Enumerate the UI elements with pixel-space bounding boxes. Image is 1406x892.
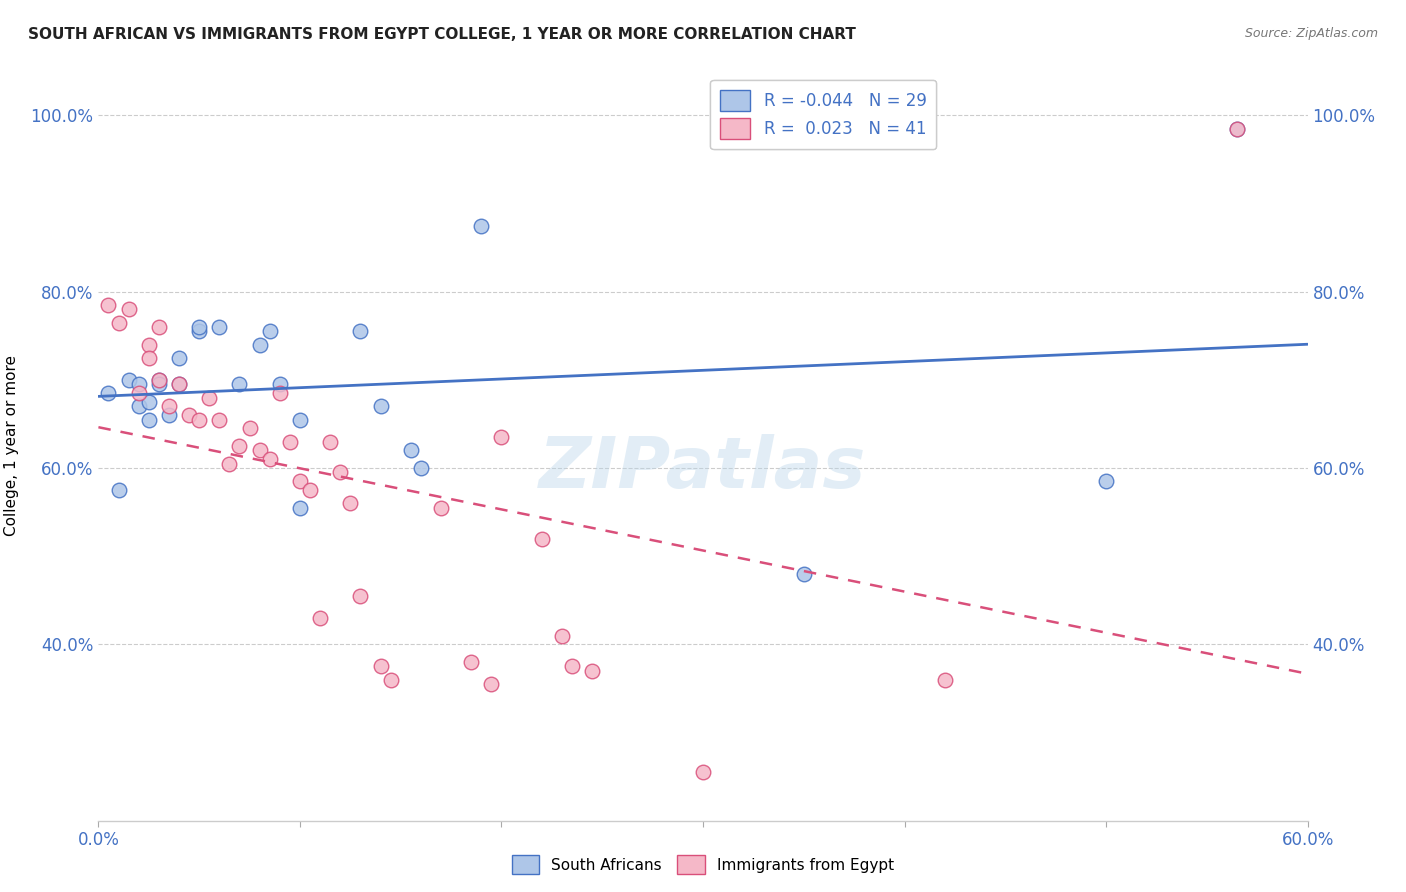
Point (329, 466, 352, 480)
Point (309, 611, 332, 625)
Point (278, 434, 301, 449)
Point (581, 664, 603, 678)
Point (208, 412, 231, 426)
Point (107, 316, 129, 330)
Point (148, 377, 170, 392)
Point (530, 532, 553, 546)
Point (460, 655, 482, 669)
Point (148, 373, 170, 387)
Point (793, 566, 815, 581)
Point (288, 412, 311, 426)
Point (269, 386, 291, 401)
Legend: South Africans, Immigrants from Egypt: South Africans, Immigrants from Egypt (506, 849, 900, 880)
Point (148, 373, 170, 387)
Point (128, 386, 150, 401)
Point (692, 765, 714, 780)
Legend: R = -0.044   N = 29, R =  0.023   N = 41: R = -0.044 N = 29, R = 0.023 N = 41 (710, 79, 936, 149)
Point (97, 386, 120, 401)
Point (259, 325, 281, 339)
Point (188, 325, 211, 339)
Point (128, 377, 150, 392)
Point (239, 421, 262, 435)
Point (934, 673, 956, 687)
Point (1226, 121, 1249, 136)
Point (118, 302, 141, 317)
Point (481, 677, 503, 691)
Point (128, 400, 150, 414)
Point (430, 500, 453, 515)
Point (1095, 475, 1118, 489)
Point (188, 320, 211, 334)
Point (188, 412, 211, 426)
Point (167, 377, 190, 392)
Point (259, 452, 281, 467)
Point (319, 434, 342, 449)
Point (198, 391, 221, 405)
Point (299, 483, 322, 497)
Point (228, 439, 250, 453)
Text: ZIPatlas: ZIPatlas (540, 434, 866, 503)
Point (380, 673, 402, 687)
Point (167, 351, 190, 365)
Point (409, 461, 432, 475)
Point (157, 400, 180, 414)
Point (97, 298, 120, 312)
Point (138, 351, 160, 365)
Point (157, 408, 180, 422)
Point (138, 412, 160, 426)
Point (118, 373, 141, 387)
Point (179, 408, 201, 422)
Point (208, 320, 231, 334)
Point (470, 219, 492, 233)
Point (138, 395, 160, 409)
Point (370, 659, 392, 673)
Point (107, 483, 129, 497)
Point (491, 430, 513, 444)
Point (288, 500, 311, 515)
Text: Source: ZipAtlas.com: Source: ZipAtlas.com (1244, 27, 1378, 40)
Point (218, 457, 240, 471)
Point (1226, 121, 1249, 136)
Point (249, 337, 271, 351)
Point (349, 325, 371, 339)
Point (399, 443, 422, 458)
Point (148, 320, 170, 334)
Point (228, 377, 250, 392)
Point (339, 496, 361, 510)
Point (269, 377, 291, 392)
Point (370, 400, 392, 414)
Point (167, 377, 190, 392)
Point (561, 659, 583, 673)
Point (551, 628, 574, 642)
Point (349, 589, 371, 603)
Point (288, 475, 311, 489)
Y-axis label: College, 1 year or more: College, 1 year or more (4, 356, 20, 536)
Point (138, 337, 160, 351)
Point (249, 443, 271, 458)
Text: SOUTH AFRICAN VS IMMIGRANTS FROM EGYPT COLLEGE, 1 YEAR OR MORE CORRELATION CHART: SOUTH AFRICAN VS IMMIGRANTS FROM EGYPT C… (28, 27, 856, 42)
